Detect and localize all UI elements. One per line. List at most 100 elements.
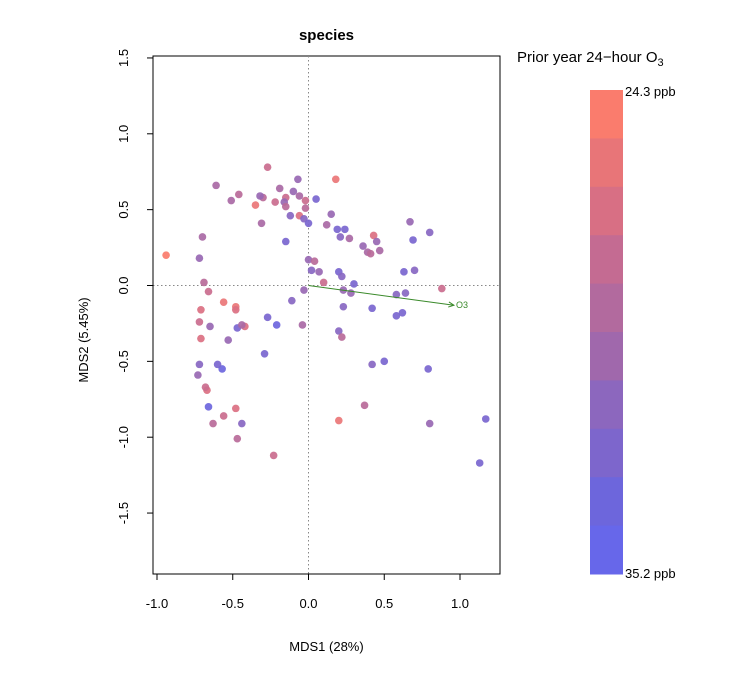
data-point xyxy=(409,236,417,244)
data-point xyxy=(369,231,378,240)
o3-vector-arrowhead xyxy=(448,301,456,308)
data-point xyxy=(322,221,331,229)
x-tick-label: 1.0 xyxy=(451,596,469,611)
data-point xyxy=(331,175,340,184)
y-tick-label: -1.0 xyxy=(116,426,131,448)
y-tick-label: 1.5 xyxy=(116,49,131,67)
plot-border xyxy=(152,55,501,575)
data-point xyxy=(301,196,310,205)
data-point xyxy=(224,336,233,344)
data-point xyxy=(406,217,414,226)
data-point xyxy=(269,451,278,460)
reference-lines xyxy=(153,56,500,574)
data-point xyxy=(425,419,434,428)
data-point xyxy=(300,286,308,294)
data-point xyxy=(400,268,408,276)
legend-color-step xyxy=(590,138,623,188)
data-point xyxy=(204,287,213,296)
y-axis-title: MDS2 (5.45%) xyxy=(76,297,91,382)
data-point xyxy=(204,403,213,411)
data-point xyxy=(198,233,207,241)
legend-color-step xyxy=(590,235,623,285)
data-point xyxy=(341,225,349,234)
data-point xyxy=(251,201,260,209)
color-legend: Prior year 24−hour O3 24.3 ppb 35.2 ppb xyxy=(517,49,676,581)
data-point xyxy=(195,318,204,326)
data-point xyxy=(401,289,410,297)
data-point xyxy=(219,298,228,306)
data-point xyxy=(201,383,210,391)
data-point xyxy=(372,237,381,246)
legend-color-step xyxy=(590,332,623,381)
data-point xyxy=(219,412,228,420)
data-point xyxy=(350,280,358,288)
data-point xyxy=(310,257,319,266)
data-point xyxy=(336,233,345,241)
legend-min-label: 35.2 ppb xyxy=(625,566,676,581)
data-point xyxy=(194,371,202,379)
data-point xyxy=(294,175,302,184)
data-point xyxy=(368,360,376,369)
legend-color-step xyxy=(590,525,623,575)
data-point xyxy=(275,184,284,193)
data-point xyxy=(315,268,323,276)
data-point xyxy=(360,401,369,410)
data-point xyxy=(162,251,170,259)
data-point xyxy=(197,305,205,314)
data-point xyxy=(271,198,279,206)
data-point xyxy=(281,237,290,246)
data-point xyxy=(231,305,240,314)
data-point xyxy=(475,459,484,467)
data-point xyxy=(410,266,419,275)
data-point xyxy=(319,278,328,287)
chart-title: species xyxy=(299,27,354,44)
legend-color-step xyxy=(590,186,623,236)
data-point xyxy=(398,309,407,317)
o3-vector: O3 xyxy=(308,285,468,310)
data-point xyxy=(425,228,434,237)
data-point xyxy=(231,404,240,413)
data-point xyxy=(481,415,490,423)
data-point xyxy=(327,210,336,219)
legend-max-label: 24.3 ppb xyxy=(625,84,676,99)
data-point xyxy=(272,321,281,329)
y-tick-label: -0.5 xyxy=(116,350,131,372)
legend-color-step xyxy=(590,90,623,139)
y-tick-label: 0.5 xyxy=(116,201,131,219)
o3-vector-line xyxy=(308,285,455,306)
x-tick-label: -1.0 xyxy=(146,596,168,611)
data-point xyxy=(333,225,342,234)
legend-title: Prior year 24−hour O3 xyxy=(517,49,664,69)
data-point xyxy=(304,219,313,228)
data-point xyxy=(260,349,269,358)
x-tick-label: 0.5 xyxy=(375,596,393,611)
data-point xyxy=(338,333,346,341)
data-point xyxy=(335,327,343,335)
y-tick-label: -1.5 xyxy=(116,502,131,524)
data-point xyxy=(298,321,307,329)
legend-color-step xyxy=(590,380,623,430)
data-point xyxy=(257,219,266,228)
data-point xyxy=(339,302,348,311)
data-point xyxy=(304,255,313,264)
data-point xyxy=(263,313,272,322)
data-point xyxy=(301,204,310,212)
data-point xyxy=(392,290,401,299)
data-point xyxy=(235,190,243,199)
legend-color-step xyxy=(590,477,623,527)
data-point xyxy=(238,321,246,329)
plot-frame xyxy=(152,55,501,575)
data-point xyxy=(312,195,320,203)
data-point xyxy=(307,266,316,275)
data-point xyxy=(335,416,343,425)
data-point xyxy=(392,312,401,320)
data-point xyxy=(368,304,376,313)
data-point xyxy=(380,357,389,366)
data-point xyxy=(213,360,222,369)
legend-color-step xyxy=(590,283,623,333)
legend-title-subscript: 3 xyxy=(658,57,664,69)
data-point xyxy=(195,254,204,262)
data-point xyxy=(200,278,208,287)
data-point xyxy=(375,246,384,255)
